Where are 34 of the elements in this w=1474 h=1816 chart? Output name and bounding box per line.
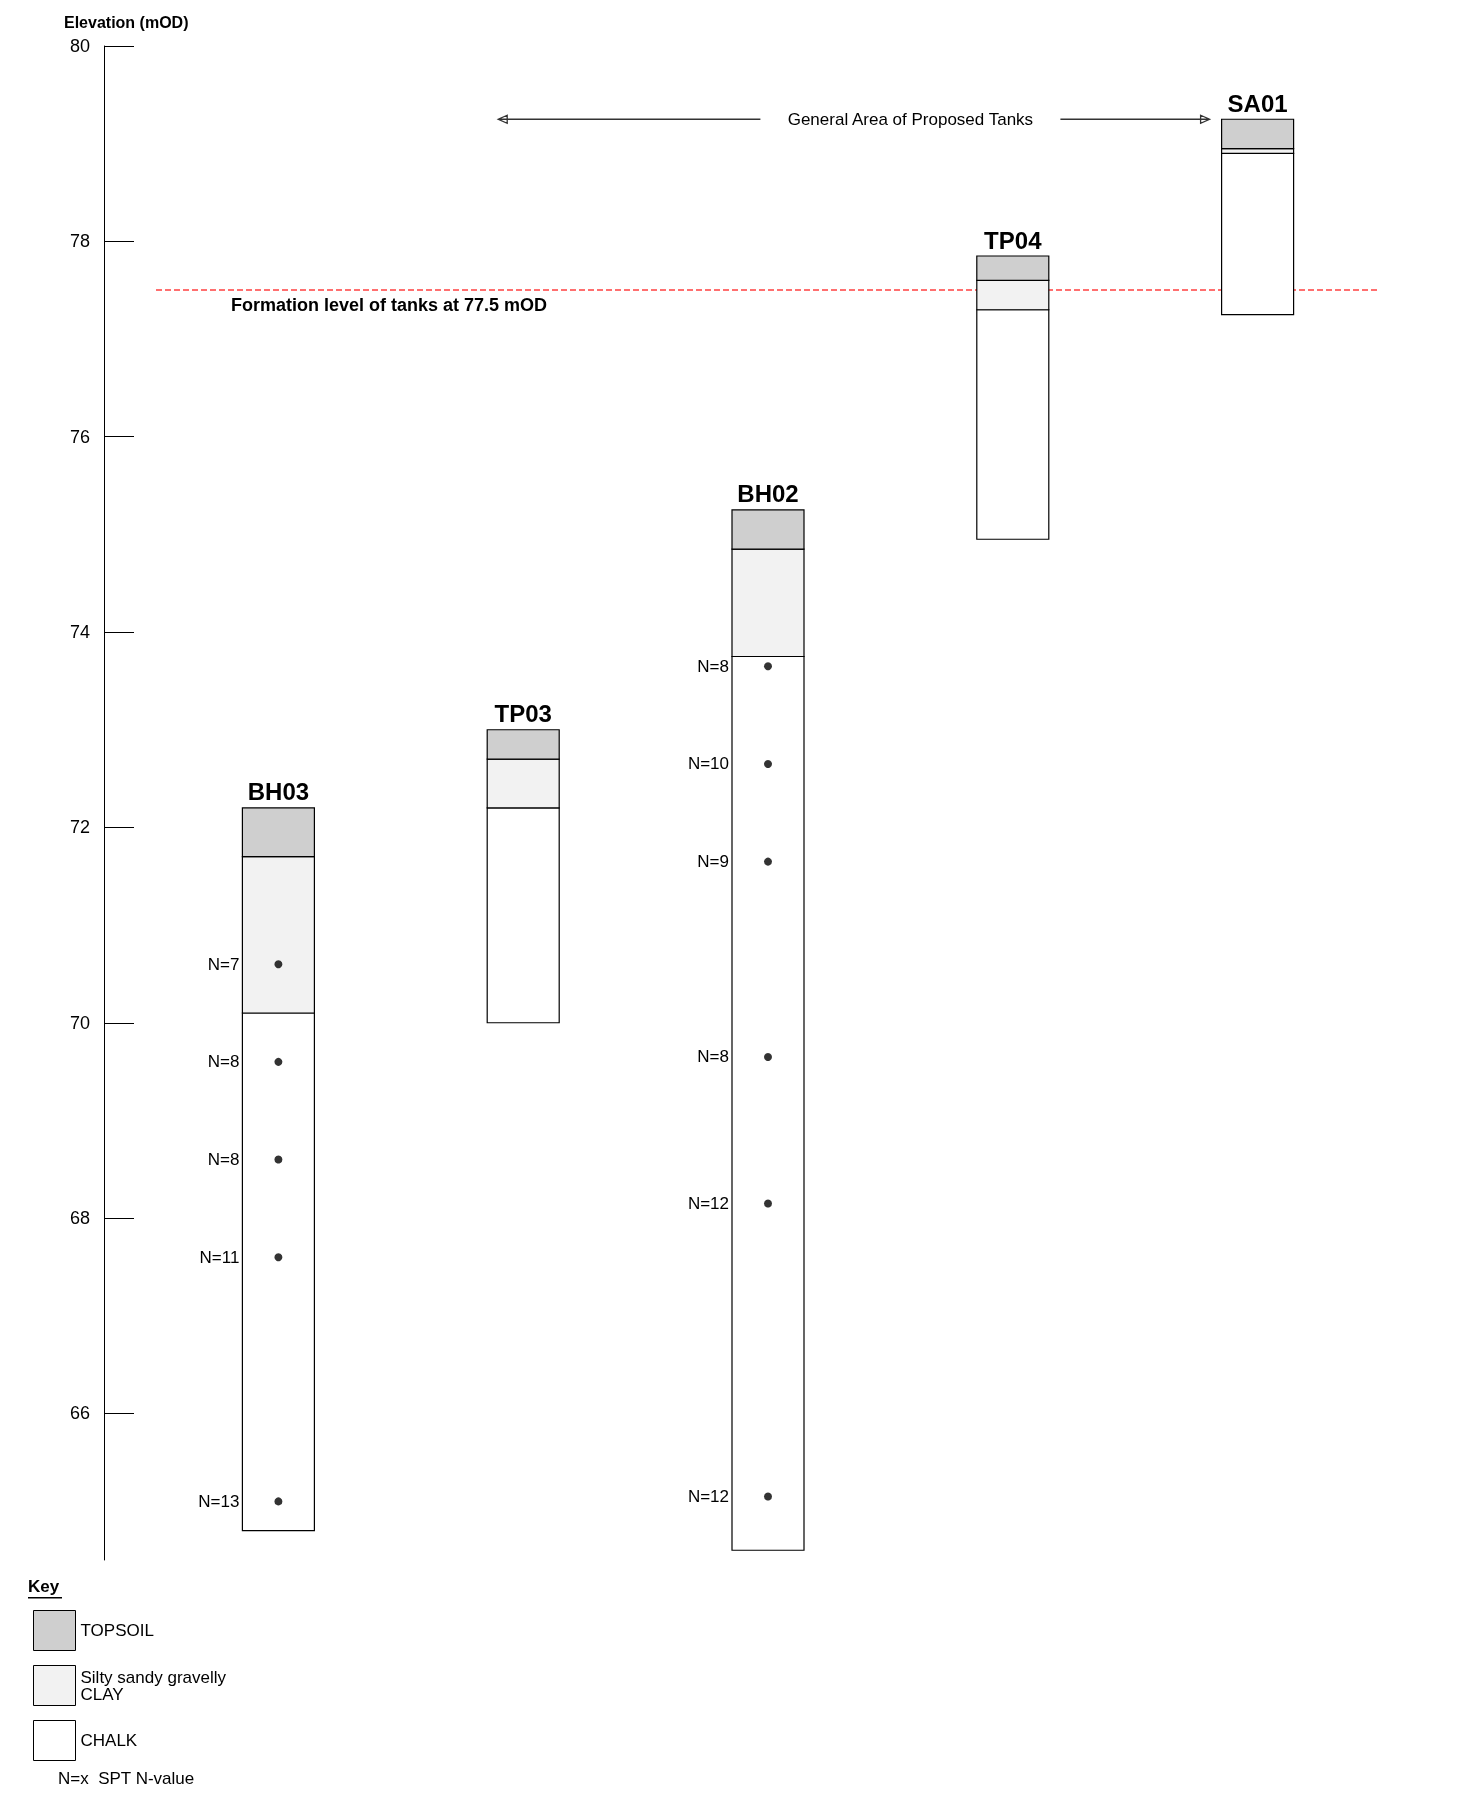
annotation: N=10 <box>687 754 729 774</box>
legend-label: Silty sandy gravelly CLAY <box>80 1667 231 1704</box>
annotation: N=8 <box>697 656 729 676</box>
annotation: N=7 <box>207 954 240 974</box>
y-tick-label: 74 <box>69 622 90 643</box>
annotation: N=12 <box>687 1487 729 1507</box>
legend-label: TOPSOIL <box>80 1621 154 1640</box>
y-tick-label: 78 <box>69 231 90 252</box>
y-tick-label: 70 <box>69 1012 90 1033</box>
y-tick-label: 66 <box>69 1403 90 1424</box>
annotation: N=8 <box>697 1047 729 1067</box>
annotation: N=8 <box>207 1052 240 1072</box>
y-tick-label: 80 <box>69 36 90 56</box>
annotation: N=11 <box>199 1247 240 1267</box>
annotation: N=8 <box>207 1150 240 1170</box>
x-tick-label: BH03 <box>247 778 310 806</box>
x-tick-label: SA01 <box>1227 89 1288 117</box>
annotation: N=9 <box>697 852 729 872</box>
x-tick-label: TP03 <box>494 700 552 728</box>
bar <box>1221 152 1295 316</box>
text: N=x SPT N-value <box>58 1769 195 1788</box>
annotation: General Area of Proposed Tanks <box>787 109 1034 129</box>
x-tick-label: BH02 <box>737 480 799 508</box>
ref-line-label: Formation level of tanks at 77.5 mOD <box>231 295 548 316</box>
legend-label: CHALK <box>80 1731 138 1750</box>
y-tick-label: 72 <box>69 817 90 838</box>
annotation: N=13 <box>198 1491 240 1511</box>
annotation: N=12 <box>687 1193 729 1213</box>
y-tick-label: 68 <box>69 1208 90 1229</box>
y-tick-label: 76 <box>69 426 90 447</box>
bar <box>1221 118 1295 150</box>
y-axis-title: Elevation (mOD) <box>64 13 189 31</box>
x-tick-label: TP04 <box>984 226 1043 254</box>
legend-title: Key <box>28 1577 60 1596</box>
